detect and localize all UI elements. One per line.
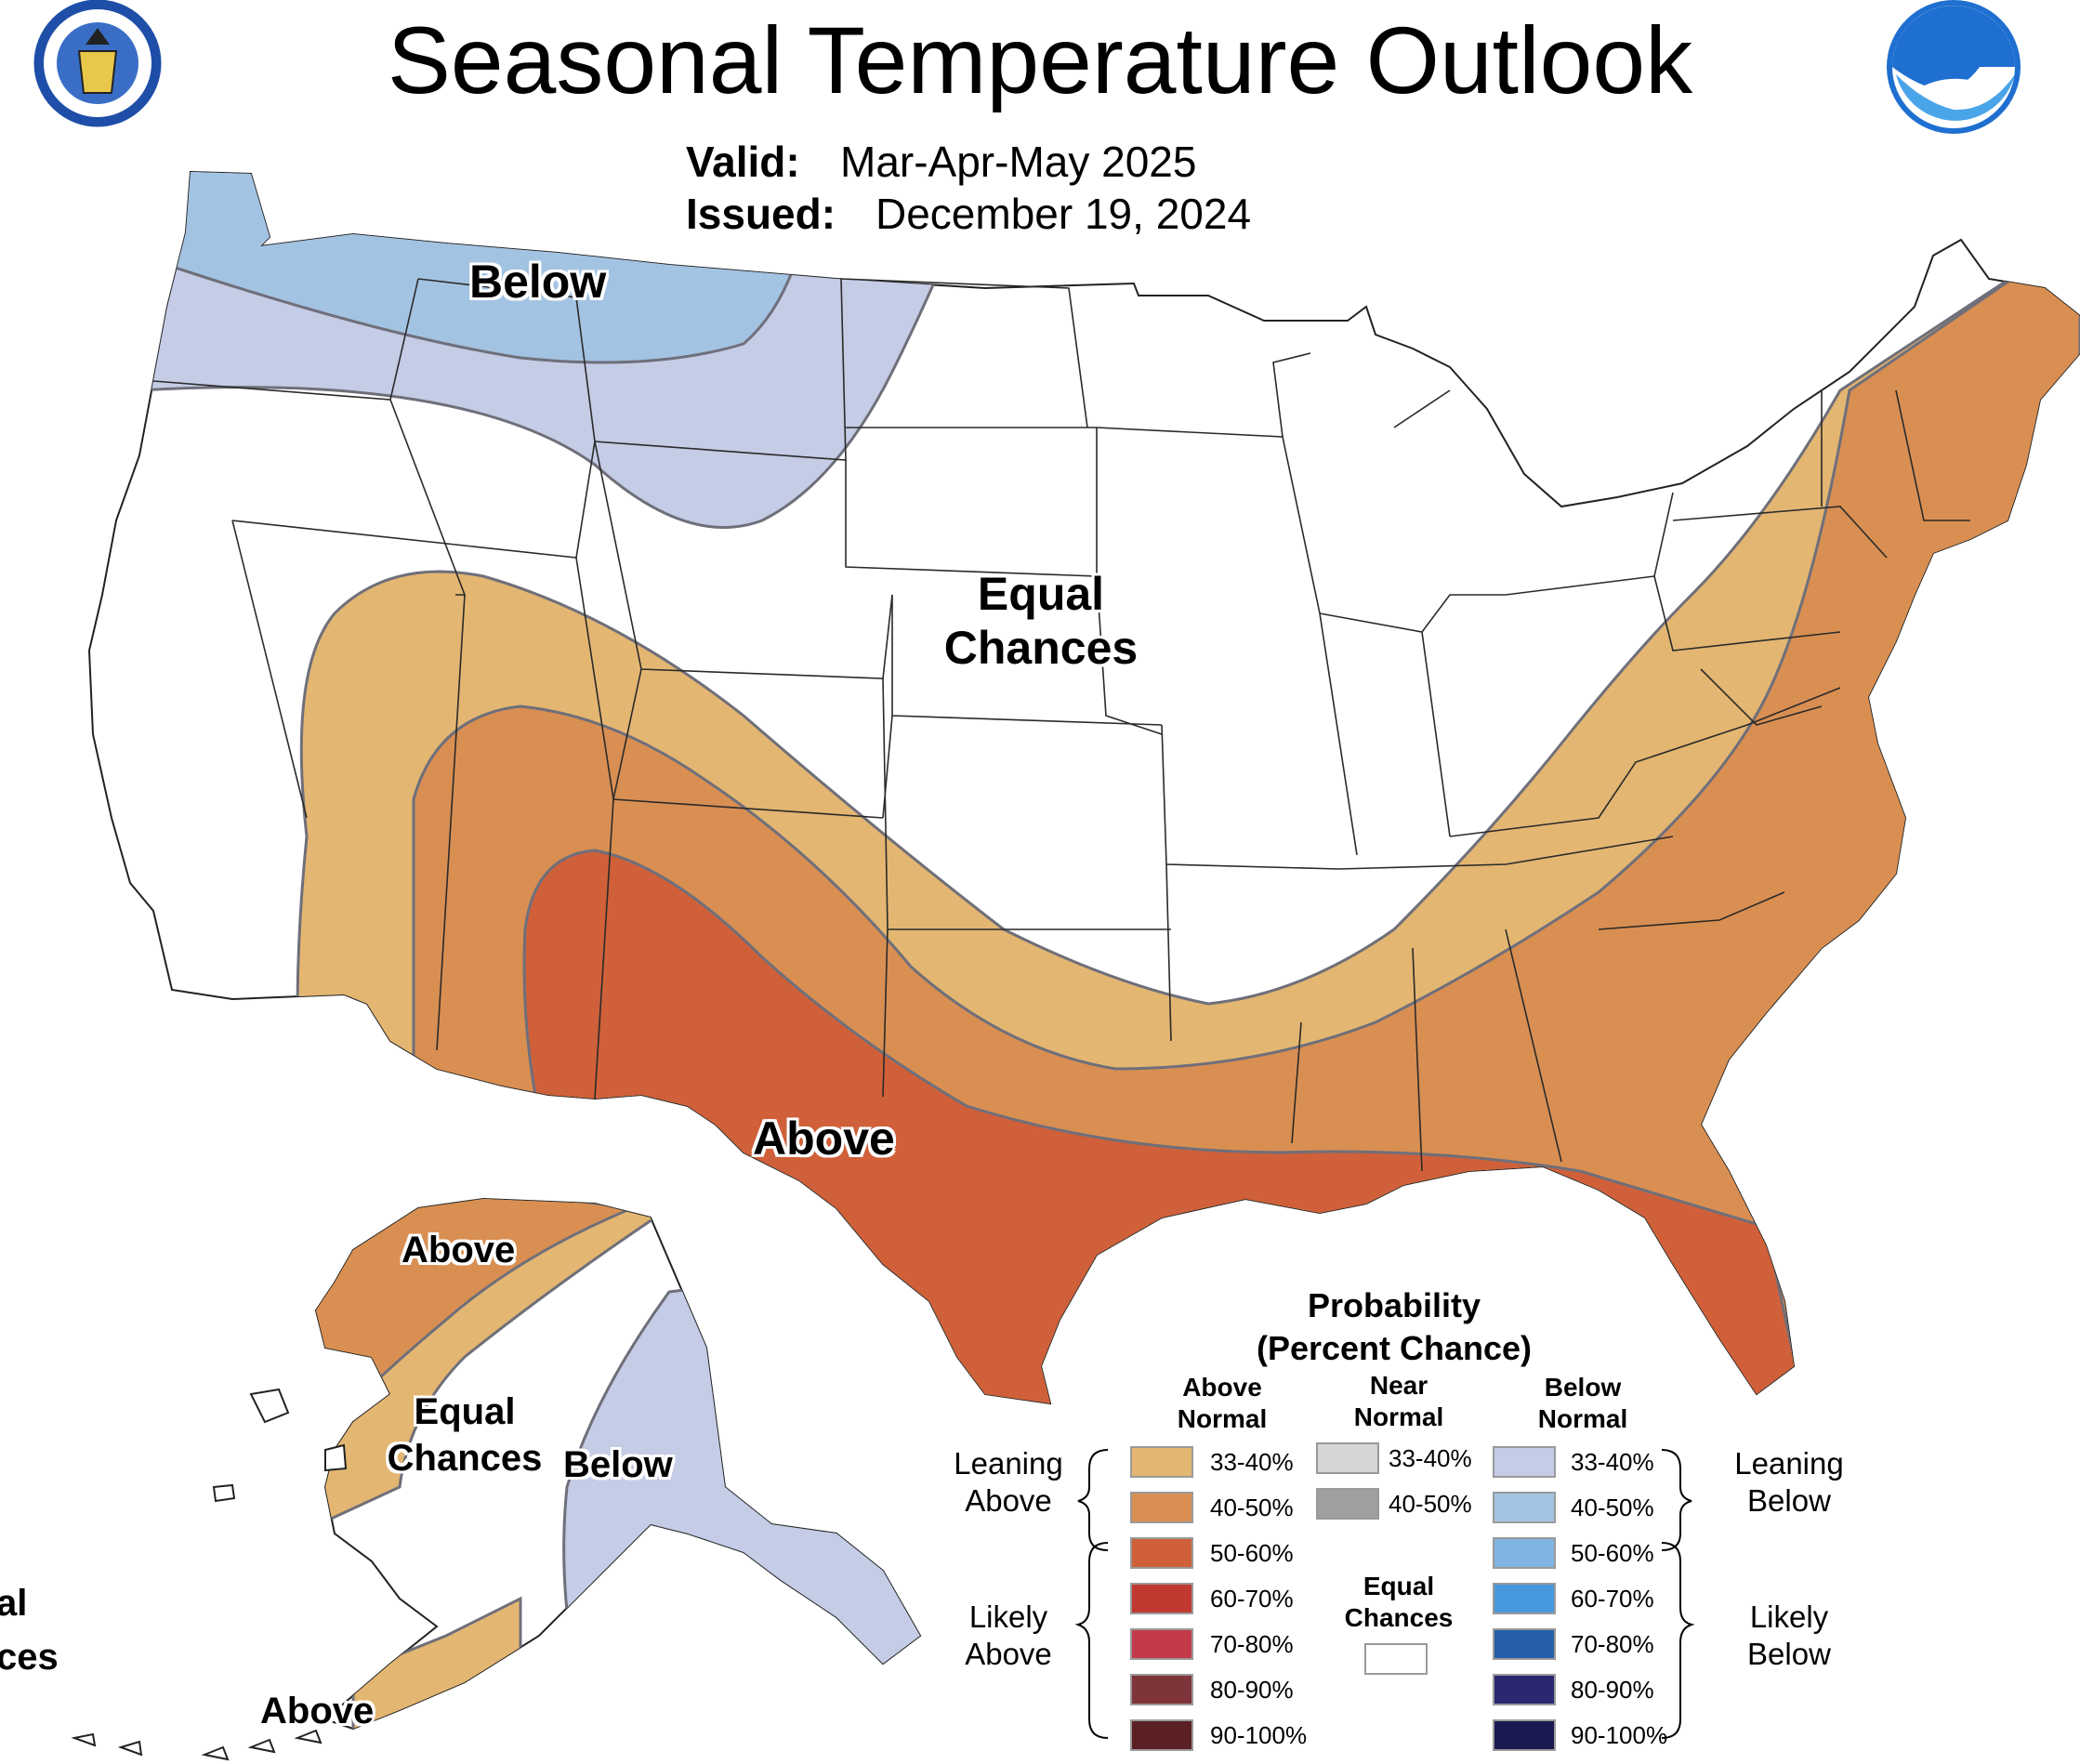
legend-below-swatch-3 bbox=[1493, 1583, 1556, 1614]
legend-leaning-below-line2: Below bbox=[1747, 1483, 1831, 1518]
legend-below-range-5: 80-90% bbox=[1571, 1676, 1654, 1704]
legend-above-swatch-4 bbox=[1130, 1628, 1193, 1660]
legend-equal-head-line2: Chances bbox=[1344, 1603, 1454, 1632]
valid-label: Valid: bbox=[686, 138, 800, 186]
legend-brackets bbox=[1074, 1449, 1695, 1739]
legend-title: Probability (Percent Chance) bbox=[1208, 1284, 1580, 1370]
label-below-ak: Below bbox=[563, 1444, 673, 1485]
label-equal-conus: Equal Chances bbox=[929, 567, 1152, 675]
legend-likely-above-line1: Likely bbox=[968, 1599, 1048, 1634]
legend-swatch-equal bbox=[1364, 1643, 1428, 1675]
valid-value: Mar-Apr-May 2025 bbox=[840, 138, 1197, 186]
legend-above-swatch-2 bbox=[1130, 1537, 1193, 1569]
legend-below-swatch-4 bbox=[1493, 1628, 1556, 1660]
legend-near-swatch-0 bbox=[1316, 1442, 1379, 1474]
legend-above-range-1: 40-50% bbox=[1210, 1494, 1294, 1521]
legend-near-head: Near Normal bbox=[1320, 1370, 1478, 1433]
legend-leaning-above: Leaning Above bbox=[934, 1445, 1083, 1520]
noaa-logo-icon bbox=[1887, 0, 2021, 134]
label-above-conus: Above bbox=[753, 1112, 895, 1165]
legend-near-head-line2: Normal bbox=[1353, 1402, 1444, 1431]
label-cut-left-line2: ces bbox=[0, 1637, 59, 1678]
legend-below-range-1: 40-50% bbox=[1571, 1494, 1654, 1521]
state-boundaries bbox=[152, 278, 1970, 1172]
legend-title-line1: Probability bbox=[1307, 1286, 1481, 1324]
label-above-ak-north: Above bbox=[402, 1230, 516, 1270]
legend-title-line2: (Percent Chance) bbox=[1256, 1329, 1533, 1367]
issued-label: Issued: bbox=[686, 190, 836, 238]
legend-below-swatch-1 bbox=[1493, 1492, 1556, 1523]
legend-above-head: Above Normal bbox=[1143, 1372, 1301, 1435]
legend-near-head-line1: Near bbox=[1369, 1371, 1428, 1400]
legend-below-head-line2: Normal bbox=[1537, 1404, 1628, 1433]
legend-below-swatch-2 bbox=[1493, 1537, 1556, 1569]
legend-above-swatch-5 bbox=[1130, 1674, 1193, 1705]
legend-near-range-0: 33-40% bbox=[1389, 1444, 1472, 1472]
legend-below-swatch-0 bbox=[1493, 1446, 1556, 1478]
legend-below-range-6: 90-100% bbox=[1571, 1721, 1668, 1749]
legend-near-range-1: 40-50% bbox=[1389, 1490, 1472, 1518]
alaska bbox=[71, 1197, 922, 1761]
label-cut-left-line1: al bbox=[0, 1583, 28, 1624]
legend-above-swatch-1 bbox=[1130, 1492, 1193, 1523]
legend-above-swatch-6 bbox=[1130, 1719, 1193, 1751]
legend-above-head-line2: Normal bbox=[1177, 1404, 1268, 1433]
legend-below-head-line1: Below bbox=[1544, 1373, 1622, 1402]
legend-below-swatch-5 bbox=[1493, 1674, 1556, 1705]
legend-likely-below-line1: Likely bbox=[1749, 1599, 1829, 1634]
legend-likely-above: Likely Above bbox=[934, 1599, 1083, 1673]
label-above-ak-south: Above bbox=[260, 1691, 375, 1731]
issued-value: December 19, 2024 bbox=[875, 190, 1252, 238]
legend-leaning-above-line2: Above bbox=[965, 1483, 1052, 1518]
label-below-conus: Below bbox=[469, 256, 607, 308]
legend-equal-head: Equal Chances bbox=[1320, 1571, 1478, 1634]
legend-above-range-4: 70-80% bbox=[1210, 1630, 1294, 1658]
legend-leaning-below-line1: Leaning bbox=[1734, 1446, 1844, 1481]
legend-above-head-line1: Above bbox=[1182, 1373, 1262, 1402]
legend-equal-head-line1: Equal bbox=[1363, 1572, 1435, 1600]
legend-below-range-4: 70-80% bbox=[1571, 1630, 1654, 1658]
doc-seal-icon bbox=[33, 0, 162, 127]
label-equal-ak-line1: Equal bbox=[414, 1391, 516, 1432]
legend-above-range-5: 80-90% bbox=[1210, 1676, 1294, 1704]
label-equal-conus-line1: Equal bbox=[977, 568, 1105, 620]
legend-above-swatch-3 bbox=[1130, 1583, 1193, 1614]
label-equal-conus-line2: Chances bbox=[943, 622, 1139, 674]
valid-row: Valid: Mar-Apr-May 2025 bbox=[686, 138, 1196, 186]
legend-above-range-6: 90-100% bbox=[1210, 1721, 1308, 1749]
legend-above-swatch-0 bbox=[1130, 1446, 1193, 1478]
legend-above-range-0: 33-40% bbox=[1210, 1448, 1294, 1476]
label-cut-left: al ces bbox=[0, 1576, 59, 1684]
legend-below-range-2: 50-60% bbox=[1571, 1539, 1654, 1567]
page-title: Seasonal Temperature Outlook bbox=[387, 7, 1693, 113]
legend-near-swatch-1 bbox=[1316, 1488, 1379, 1520]
legend-below-range-3: 60-70% bbox=[1571, 1585, 1654, 1613]
legend-likely-above-line2: Above bbox=[965, 1637, 1052, 1671]
legend-leaning-above-line1: Leaning bbox=[954, 1446, 1063, 1481]
legend-leaning-below: Leaning Below bbox=[1715, 1445, 1863, 1520]
legend-above-range-2: 50-60% bbox=[1210, 1539, 1294, 1567]
label-equal-ak: Equal Chances bbox=[372, 1389, 558, 1481]
legend-above-range-3: 60-70% bbox=[1210, 1585, 1294, 1613]
legend-below-head: Below Normal bbox=[1504, 1372, 1662, 1435]
legend-below-range-0: 33-40% bbox=[1571, 1448, 1654, 1476]
legend-below-swatch-6 bbox=[1493, 1719, 1556, 1751]
legend-likely-below-line2: Below bbox=[1747, 1637, 1831, 1671]
legend-likely-below: Likely Below bbox=[1715, 1599, 1863, 1673]
issued-row: Issued: December 19, 2024 bbox=[686, 190, 1251, 238]
label-equal-ak-line2: Chances bbox=[387, 1438, 543, 1479]
